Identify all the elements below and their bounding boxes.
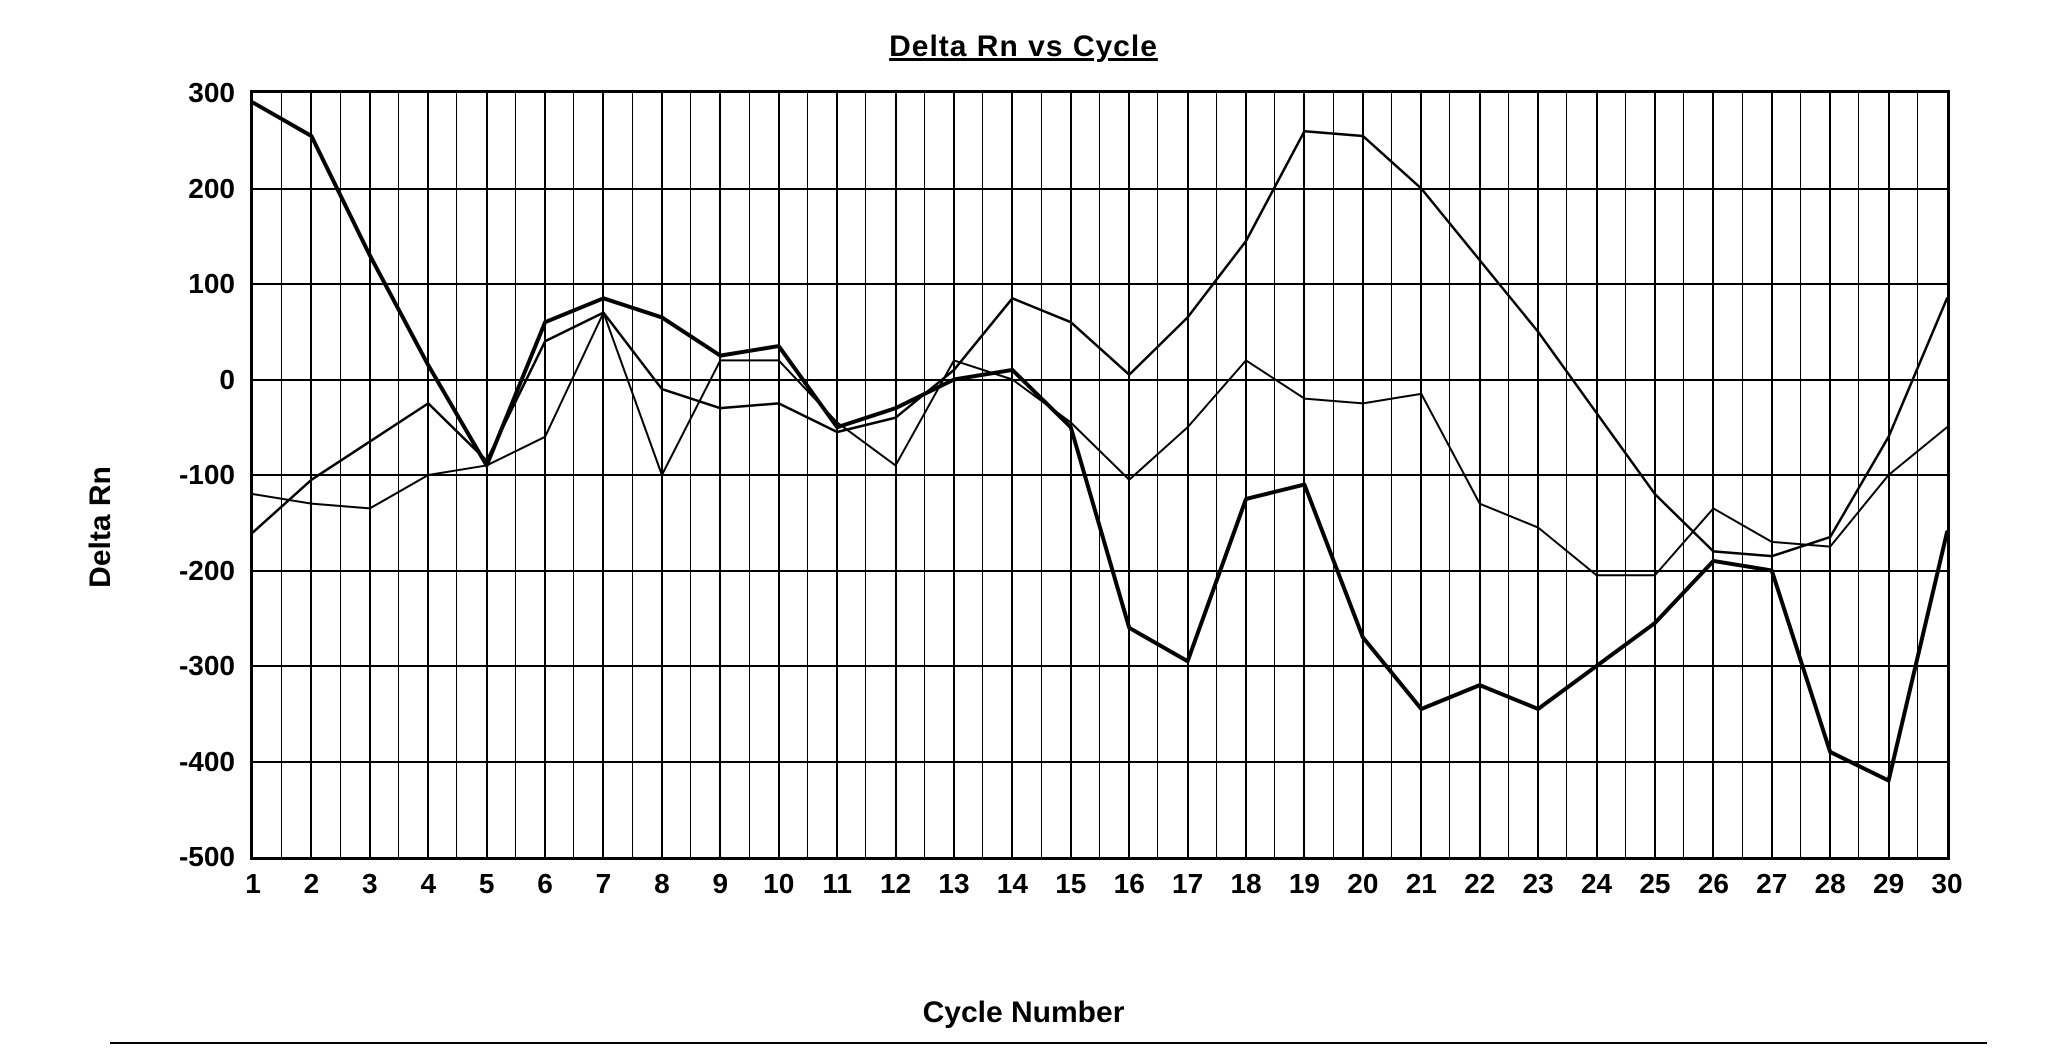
x-axis-label: Cycle Number [0, 996, 2047, 1030]
x-tick-label: 25 [1639, 868, 1670, 900]
x-tick-label: 3 [362, 868, 378, 900]
x-tick-label: 8 [654, 868, 670, 900]
y-tick-label: -400 [179, 746, 235, 778]
x-tick-label: 15 [1055, 868, 1086, 900]
x-tick-label: 20 [1347, 868, 1378, 900]
y-axis-label: Delta Rn [84, 466, 118, 588]
chart-title: Delta Rn vs Cycle [0, 30, 2047, 64]
x-tick-label: 5 [479, 868, 495, 900]
x-tick-label: 28 [1815, 868, 1846, 900]
x-tick-label: 23 [1523, 868, 1554, 900]
x-tick-label: 1 [245, 868, 261, 900]
x-tick-label: 4 [420, 868, 436, 900]
plot-area [250, 90, 1950, 860]
x-tick-label: 18 [1230, 868, 1261, 900]
gridline-horizontal [253, 283, 1947, 285]
y-tick-label: -300 [179, 650, 235, 682]
gridline-horizontal [253, 188, 1947, 190]
gridline-horizontal [253, 761, 1947, 763]
x-tick-label: 19 [1289, 868, 1320, 900]
x-tick-label: 10 [763, 868, 794, 900]
x-tick-label: 7 [596, 868, 612, 900]
gridline-horizontal [253, 665, 1947, 667]
gridline-horizontal [253, 379, 1947, 381]
y-tick-label: 100 [188, 268, 235, 300]
x-tick-label: 12 [880, 868, 911, 900]
x-tick-label: 21 [1406, 868, 1437, 900]
footer-divider [110, 1042, 1987, 1044]
line-series-2 [253, 131, 1947, 556]
x-tick-label: 11 [822, 868, 852, 900]
y-tick-label: 300 [188, 77, 235, 109]
x-tick-label: 17 [1172, 868, 1203, 900]
y-tick-label: 200 [188, 173, 235, 205]
x-tick-label: 26 [1698, 868, 1729, 900]
x-tick-label: 30 [1931, 868, 1962, 900]
y-tick-label: -100 [179, 459, 235, 491]
x-tick-label: 14 [997, 868, 1028, 900]
x-tick-label: 9 [713, 868, 729, 900]
line-series-1 [253, 103, 1947, 781]
x-tick-label: 16 [1114, 868, 1145, 900]
y-tick-label: -500 [179, 841, 235, 873]
x-tick-label: 2 [304, 868, 320, 900]
chart-container: Delta Rn vs Cycle Delta Rn Cycle Number … [0, 0, 2047, 1054]
x-tick-label: 27 [1756, 868, 1787, 900]
x-tick-label: 22 [1464, 868, 1495, 900]
gridline-horizontal [253, 570, 1947, 572]
x-tick-label: 6 [537, 868, 553, 900]
gridline-horizontal [253, 474, 1947, 476]
x-tick-label: 29 [1873, 868, 1904, 900]
y-tick-label: -200 [179, 555, 235, 587]
line-series-3 [253, 313, 1947, 576]
x-tick-label: 24 [1581, 868, 1612, 900]
y-tick-label: 0 [219, 364, 235, 396]
x-tick-label: 13 [938, 868, 969, 900]
